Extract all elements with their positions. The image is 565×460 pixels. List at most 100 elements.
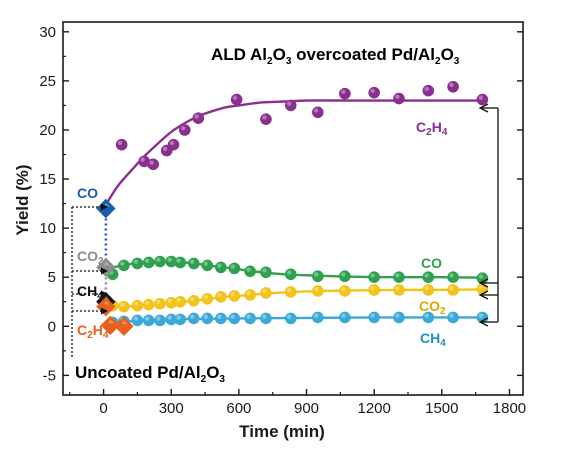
point-body xyxy=(142,256,155,269)
x-tick-label: 900 xyxy=(294,400,319,417)
label-co2-coated: CO2 xyxy=(419,298,446,317)
point-highlight xyxy=(144,300,150,306)
point-body xyxy=(187,257,200,270)
point-highlight xyxy=(314,272,319,277)
point-body xyxy=(215,312,227,325)
point-c2h4 xyxy=(284,99,297,112)
point-body xyxy=(260,287,272,299)
point-ch4 xyxy=(368,311,380,324)
point-highlight xyxy=(156,316,161,321)
x-tick-label: 1200 xyxy=(357,400,390,417)
point-body xyxy=(447,311,459,324)
point-co2 xyxy=(131,299,144,312)
point-highlight xyxy=(424,313,429,318)
point-highlight xyxy=(341,272,346,277)
point-co xyxy=(118,259,130,272)
point-highlight xyxy=(167,315,172,320)
point-co2 xyxy=(260,287,272,299)
point-co2 xyxy=(312,285,324,297)
point-co xyxy=(476,272,489,284)
left-arrow-head-co xyxy=(101,203,108,211)
label-co-coated: CO xyxy=(421,255,442,271)
point-body xyxy=(142,298,155,311)
point-highlight xyxy=(314,108,319,113)
axes-group: 0 300 600 900 1200 1500 1800 -5 0 5 10 15 20 25 30 xyxy=(39,21,526,417)
uncoated-title: Uncoated Pd/Al2O3 xyxy=(75,363,225,385)
uncoated-marker-shine xyxy=(103,300,110,305)
point-highlight xyxy=(144,316,150,321)
point-ch4 xyxy=(476,311,489,324)
point-ch4 xyxy=(142,314,155,327)
point-ch4 xyxy=(244,312,256,325)
point-co xyxy=(228,262,241,275)
right-arrow-head-co xyxy=(478,278,489,288)
x-tick-label: 300 xyxy=(159,400,184,417)
point-co2 xyxy=(447,284,459,296)
point-highlight xyxy=(167,257,172,262)
y-tick-label: 25 xyxy=(39,73,56,90)
point-co2 xyxy=(118,300,130,313)
point-body xyxy=(447,284,459,296)
point-body xyxy=(312,311,324,324)
point-body xyxy=(215,291,227,303)
point-co xyxy=(174,256,187,269)
point-highlight xyxy=(162,146,168,151)
point-body xyxy=(260,113,272,125)
point-co2 xyxy=(154,297,166,310)
point-highlight xyxy=(449,82,454,88)
point-body xyxy=(154,297,166,310)
point-c2h4 xyxy=(368,86,380,99)
point-body xyxy=(165,313,178,326)
point-body xyxy=(476,311,489,324)
point-ch4 xyxy=(260,312,272,325)
point-co xyxy=(187,257,200,270)
point-highlight xyxy=(314,313,319,318)
point-highlight xyxy=(370,273,375,278)
left-arrow-head-c2h4 xyxy=(101,307,108,315)
point-highlight xyxy=(262,288,267,294)
uncoated-marker-c2h4 xyxy=(114,316,134,336)
point-highlight xyxy=(194,114,199,119)
point-highlight xyxy=(189,314,195,319)
point-highlight xyxy=(167,298,172,304)
point-body xyxy=(284,268,297,281)
point-ch4 xyxy=(312,311,324,324)
point-co2 xyxy=(393,284,405,296)
point-body xyxy=(131,314,144,327)
label-ch4-uncoated: CH4 xyxy=(77,283,103,302)
label-c2h4-coated: C2H4 xyxy=(416,119,448,138)
point-body xyxy=(368,284,380,296)
point-highlight xyxy=(217,292,222,298)
point-highlight xyxy=(133,259,139,264)
point-body xyxy=(215,261,227,274)
point-highlight xyxy=(117,140,123,146)
point-body xyxy=(339,285,351,297)
point-body xyxy=(228,262,241,275)
point-body xyxy=(174,313,187,326)
point-co xyxy=(201,259,214,272)
point-highlight xyxy=(156,257,161,262)
point-body xyxy=(422,311,435,324)
point-highlight xyxy=(133,316,139,321)
point-highlight xyxy=(286,287,292,293)
point-body xyxy=(165,255,178,268)
point-body xyxy=(368,271,380,284)
point-body xyxy=(447,271,459,284)
point-c2h4 xyxy=(476,93,489,106)
y-tick-label: 5 xyxy=(48,269,56,286)
point-highlight xyxy=(478,274,484,279)
point-body xyxy=(422,284,435,296)
point-highlight xyxy=(246,267,251,272)
point-highlight xyxy=(286,101,292,106)
point-body xyxy=(118,259,130,272)
point-highlight xyxy=(370,88,375,94)
point-co2 xyxy=(422,284,435,296)
point-body xyxy=(131,299,144,312)
point-ch4 xyxy=(174,313,187,326)
point-highlight xyxy=(341,89,346,95)
point-body xyxy=(118,300,130,313)
point-co xyxy=(131,257,144,270)
point-body xyxy=(178,124,191,136)
point-co xyxy=(312,270,324,283)
point-co xyxy=(284,268,297,281)
